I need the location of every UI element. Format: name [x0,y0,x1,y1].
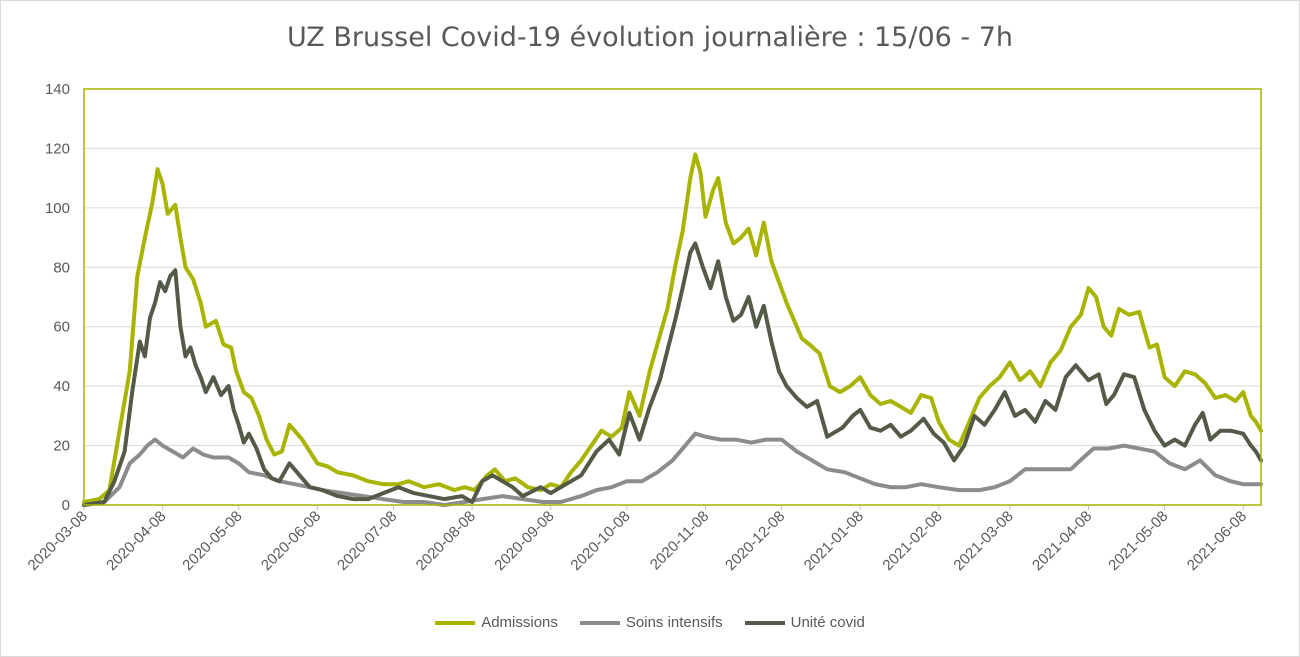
y-tick-label: 120 [45,140,70,157]
x-tick-label: 2020-07-08 [334,508,400,574]
series-line-admissions [82,152,1263,504]
series-line-unit-covid [82,241,1263,507]
x-tick-label: 2021-06-08 [1184,508,1250,574]
legend: Admissions Soins intensifs Unité covid [0,614,1300,631]
legend-item: Unité covid [744,614,865,631]
x-tick-label: 2020-12-08 [722,508,788,574]
y-tick-label: 60 [53,319,70,336]
x-tick-label: 2020-09-08 [491,508,557,574]
x-tick-label: 2020-08-08 [413,508,479,574]
x-tick-label: 2020-10-08 [567,508,633,574]
x-tick-label: 2021-02-08 [879,508,945,574]
legend-label: Admissions [481,614,558,631]
y-tick-label: 140 [45,81,70,98]
legend-item: Soins intensifs [579,614,723,631]
y-tick-label: 0 [62,497,70,514]
legend-label: Soins intensifs [625,614,723,631]
chart-title: UZ Brussel Covid-19 évolution journalièr… [286,22,1014,53]
y-tick-label: 20 [53,438,70,455]
y-tick-label: 40 [53,378,70,395]
x-tick-label: 2021-05-08 [1105,508,1171,574]
y-tick-label: 80 [53,259,70,276]
x-tick-label: 2020-11-08 [647,508,712,573]
x-tick-label: 2021-01-08 [801,508,867,574]
x-tick-label: 2021-03-08 [950,508,1016,574]
x-tick-label: 2020-06-08 [258,508,324,574]
x-tick-label: 2020-03-08 [25,508,91,574]
series-line-soins-intensifs [82,431,1263,507]
x-tick-label: 2020-04-08 [103,508,169,574]
y-axis-ticks: 0 20 40 60 80 100 120 140 [45,81,70,514]
legend-label: Unité covid [790,614,865,631]
x-tick-label: 2021-04-08 [1029,508,1095,574]
legend-swatch [579,620,620,625]
x-tick-label: 2020-05-08 [179,508,245,574]
legend-swatch [744,620,785,625]
legend-swatch [435,620,476,625]
x-axis-ticks: 2020-03-08 2020-04-08 2020-05-08 2020-06-08… [25,505,1250,574]
y-tick-label: 100 [45,200,70,217]
legend-item: Admissions [435,614,558,631]
series-lines [82,152,1263,507]
plot-area-border [83,88,1262,506]
